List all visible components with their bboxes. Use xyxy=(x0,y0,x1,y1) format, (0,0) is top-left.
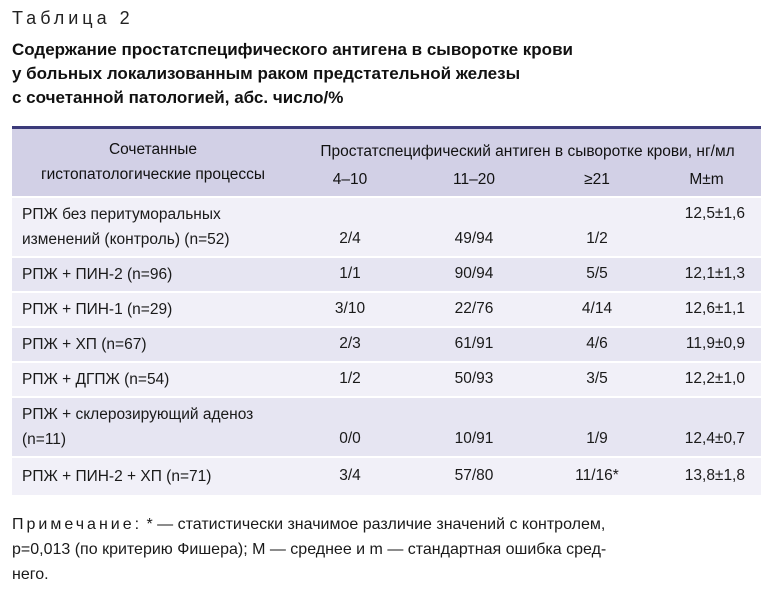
cell-4-10: 3/10 xyxy=(334,300,366,317)
cell-4-10: 2/3 xyxy=(339,335,361,352)
cell-mean: 12,2±1,0 xyxy=(684,370,745,387)
row-label: РПЖ + ПИН-2 (n=96) xyxy=(22,265,173,283)
title-line-2: у больных локализованным раком предстате… xyxy=(12,64,521,83)
table-row: РПЖ + ХП (n=67) 2/3 61/91 4/6 11,9±0,9 xyxy=(12,326,761,362)
table-title: Содержание простатспецифического антиген… xyxy=(12,38,573,110)
psa-table: Сочетанные гистопатологические процессы … xyxy=(12,126,761,495)
cell-11-20: 50/93 xyxy=(454,370,494,387)
table-caption: Таблица 2 xyxy=(12,8,134,28)
note-text-1: * — статистически значимое различие знач… xyxy=(142,516,606,533)
row-label: РПЖ + ДГПЖ (n=54) xyxy=(22,370,170,388)
row-label-line-2: изменений (контроль) (n=52) xyxy=(22,230,230,248)
cell-11-20: 49/94 xyxy=(454,229,494,247)
row-label-line-1: РПЖ + склерозирующий аденоз xyxy=(22,405,254,423)
row-label: РПЖ + склерозирующий аденоз (n=11) xyxy=(12,397,294,457)
header-row-1: Сочетанные гистопатологические процессы … xyxy=(12,127,761,183)
cell-4-10: 2/4 xyxy=(339,229,361,247)
table-row: РПЖ + ПИН-2 (n=96) 1/1 90/94 5/5 12,1±1,… xyxy=(12,256,761,292)
cell-4-10: 0/0 xyxy=(339,429,361,447)
cell-mean: 12,4±0,7 xyxy=(684,429,745,447)
header-processes-line-1: Сочетанные xyxy=(108,141,198,159)
header-psa-group: Простатспецифический антиген в сыворотке… xyxy=(320,142,735,160)
cell-11-20: 57/80 xyxy=(454,467,494,484)
header-processes-line-2: гистопатологические процессы xyxy=(40,166,266,184)
cell-mean: 12,6±1,1 xyxy=(684,300,745,317)
cell-21-plus: 4/14 xyxy=(581,300,613,317)
cell-21-plus: 3/5 xyxy=(586,370,608,387)
row-label-line-2: (n=11) xyxy=(22,430,67,448)
table-note: Примечание: * — статистически значимое р… xyxy=(12,512,764,587)
cell-mean: 11,9±0,9 xyxy=(685,335,745,352)
header-col-4-10: 4–10 xyxy=(332,171,368,188)
table-row: РПЖ + ДГПЖ (n=54) 1/2 50/93 3/5 12,2±1,0 xyxy=(12,361,761,397)
table-row: РПЖ + ПИН-2 + ХП (n=71) 3/4 57/80 11/16*… xyxy=(12,456,761,495)
cell-4-10: 1/1 xyxy=(339,265,361,282)
row-label: РПЖ + ХП (n=67) xyxy=(22,335,147,353)
row-label: РПЖ + ПИН-2 + ХП (n=71) xyxy=(22,467,212,485)
cell-11-20: 22/76 xyxy=(454,300,494,317)
cell-11-20: 90/94 xyxy=(454,265,494,282)
row-label: РПЖ без перитуморальных изменений (контр… xyxy=(12,197,294,257)
title-line-3: с сочетанной патологией, абс. число/% xyxy=(12,88,344,107)
header-col-21-plus: ≥21 xyxy=(584,171,610,188)
table-row: РПЖ без перитуморальных изменений (контр… xyxy=(12,196,761,257)
cell-mean: 12,1±1,3 xyxy=(684,265,745,282)
cell-4-10: 1/2 xyxy=(339,370,361,387)
table-row: РПЖ + ПИН-1 (n=29) 3/10 22/76 4/14 12,6±… xyxy=(12,291,761,327)
cell-21-plus: 11/16* xyxy=(575,467,619,484)
cell-4-10: 3/4 xyxy=(339,467,361,484)
note-line-1: Примечание: * — статистически значимое р… xyxy=(12,512,764,537)
cell-11-20: 10/91 xyxy=(454,429,494,447)
cell-11-20: 61/91 xyxy=(454,335,494,352)
cell-21-plus: 1/9 xyxy=(586,429,608,447)
note-label: Примечание: xyxy=(12,516,143,533)
cell-21-plus: 4/6 xyxy=(586,335,608,352)
cell-21-plus: 5/5 xyxy=(586,265,608,282)
row-label: РПЖ + ПИН-1 (n=29) xyxy=(22,300,173,318)
cell-21-plus: 1/2 xyxy=(586,229,608,247)
header-col-11-20: 11–20 xyxy=(453,171,495,188)
note-line-3: него. xyxy=(12,566,49,583)
cell-mean: 12,5±1,6 xyxy=(684,204,745,222)
note-line-2: p=0,013 (по критерию Фишера); М — средне… xyxy=(12,541,607,558)
cell-mean: 13,8±1,8 xyxy=(684,467,745,484)
header-processes: Сочетанные гистопатологические процессы xyxy=(12,128,294,197)
header-col-mean: M±m xyxy=(689,171,724,188)
row-label-line-1: РПЖ без перитуморальных xyxy=(22,205,221,223)
table-row: РПЖ + склерозирующий аденоз (n=11) 0/0 1… xyxy=(12,396,761,457)
title-line-1: Содержание простатспецифического антиген… xyxy=(12,40,573,59)
